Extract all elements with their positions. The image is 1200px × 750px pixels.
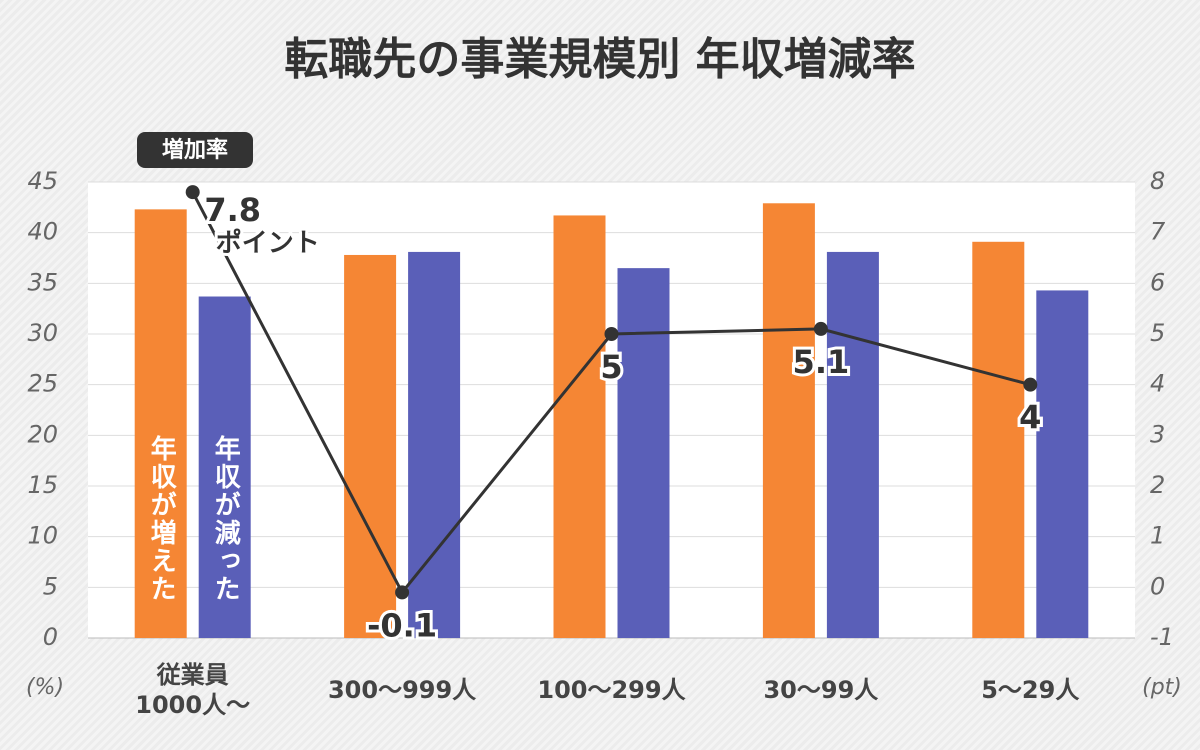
x-tick-label: 5～29人 <box>981 676 1080 704</box>
y2-tick-label: 1 <box>1150 522 1165 550</box>
y2-tick-label: 7 <box>1150 218 1166 246</box>
y2-axis-label: (pt) <box>1142 675 1182 700</box>
y-tick-label: 0 <box>43 623 58 651</box>
y-tick-label: 30 <box>27 319 58 347</box>
bar <box>198 296 251 638</box>
line-point <box>1023 377 1038 392</box>
bar <box>134 209 187 639</box>
y-axis-label: (%) <box>26 675 64 700</box>
x-tick-label: 従業員 1000人～ <box>135 661 251 719</box>
y-tick-label: 40 <box>27 218 58 246</box>
x-tick-label: 30～99人 <box>763 676 879 704</box>
chart-title: 転職先の事業規模別 年収増減率 <box>284 34 915 85</box>
bar <box>826 251 879 639</box>
y2-tick-label: 6 <box>1150 268 1165 296</box>
y2-tick-label: -1 <box>1150 623 1174 651</box>
y-tick-label: 35 <box>27 268 58 296</box>
legend-badge <box>137 132 253 168</box>
legend-label: 増加率 <box>162 137 228 163</box>
data-label: 5.1 <box>793 343 850 381</box>
y2-tick-label: 3 <box>1150 420 1165 448</box>
line-point <box>813 321 828 336</box>
data-label: 5 <box>600 348 622 386</box>
data-label: 7.8 <box>204 191 261 229</box>
y-tick-label: 15 <box>27 471 58 499</box>
line-point <box>185 185 200 200</box>
y2-tick-label: 4 <box>1150 370 1165 398</box>
y2-tick-label: 2 <box>1150 471 1165 499</box>
legend-label: 年収が減った <box>210 434 240 603</box>
bar <box>617 268 670 638</box>
bar <box>972 241 1025 638</box>
y-tick-label: 25 <box>27 370 58 398</box>
plot-area <box>88 182 1135 638</box>
x-tick-label: 300～999人 <box>327 676 477 704</box>
data-label: 4 <box>1019 399 1041 437</box>
bar <box>553 215 606 638</box>
y2-tick-label: 8 <box>1150 167 1165 195</box>
bar <box>408 251 461 639</box>
y-tick-label: 45 <box>27 167 58 195</box>
y2-tick-label: 5 <box>1150 319 1165 347</box>
bar <box>1036 290 1089 638</box>
line-point <box>604 327 619 341</box>
data-label: -0.1 <box>367 606 437 644</box>
y-tick-label: 20 <box>27 420 58 448</box>
line-point <box>395 585 410 600</box>
bar <box>762 203 815 638</box>
y-tick-label: 5 <box>43 572 58 600</box>
legend-label: 年収が増えた <box>146 434 176 603</box>
bar <box>344 254 397 638</box>
y-tick-label: 10 <box>27 522 58 550</box>
annotation: ポイント <box>216 228 320 259</box>
x-tick-label: 100～299人 <box>537 676 686 704</box>
y2-tick-label: 0 <box>1150 572 1165 600</box>
